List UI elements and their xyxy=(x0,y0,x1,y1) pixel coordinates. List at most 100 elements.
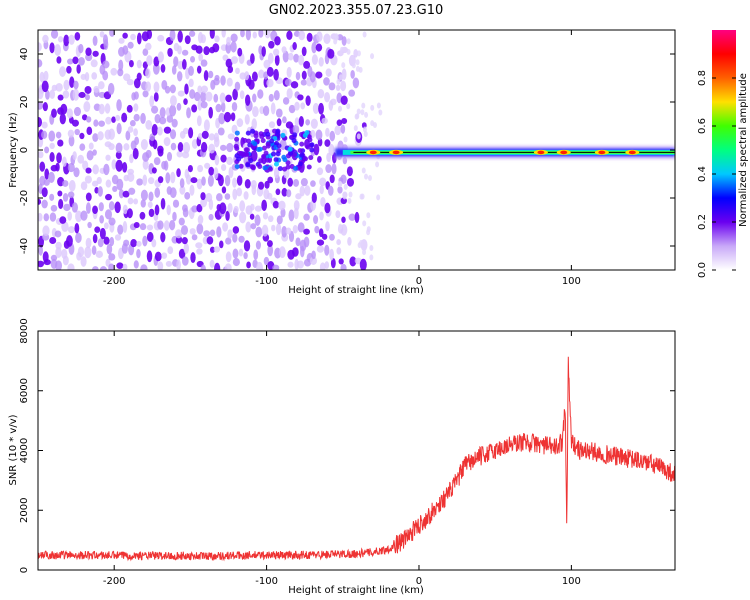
spectrogram-noise-cell xyxy=(294,101,300,111)
spectrogram-noise-cell xyxy=(191,104,198,113)
spectrogram-noise-cell xyxy=(251,71,258,82)
spectrogram-noise-cell xyxy=(232,88,238,101)
spectrogram-noise-cell xyxy=(286,189,292,198)
spectrogram-noise-cell xyxy=(67,263,75,270)
spectrogram-noise-cell xyxy=(311,192,317,204)
spectrogram-noise-cell xyxy=(112,185,118,192)
spectrogram-noise-cell xyxy=(230,33,238,43)
spectrogram-noise-cell xyxy=(236,175,243,186)
spectrogram-noise-cell xyxy=(215,103,222,113)
spectrogram-noise-cell xyxy=(92,233,98,244)
spectrogram-noise-cell xyxy=(145,81,152,92)
spectrogram-noise-cell xyxy=(71,202,78,213)
spectrogram-noise-cell xyxy=(336,247,342,255)
spectrogram-cluster-cell xyxy=(243,151,249,157)
spectrogram-noise-cell xyxy=(195,45,203,54)
spectrogram-noise-cell xyxy=(127,172,135,182)
spectrogram-cluster-cell xyxy=(292,132,298,138)
spectrogram-noise-cell xyxy=(224,175,231,187)
spectrogram-noise-cell xyxy=(363,130,368,137)
spectrogram-cluster-cell xyxy=(234,130,240,136)
spectrogram-noise-cell xyxy=(178,248,186,259)
spectrogram-cluster-cell xyxy=(262,165,268,171)
spectrogram-noise-cell xyxy=(62,192,69,202)
spectrogram-noise-cell xyxy=(292,124,300,135)
spectrogram-noise-cell xyxy=(133,103,139,112)
spectrogram-noise-cell xyxy=(250,203,255,211)
x-tick-label: -200 xyxy=(103,576,126,587)
spectrogram-noise-cell xyxy=(130,239,138,248)
spectrogram-noise-cell xyxy=(209,259,215,268)
spectrogram-noise-cell xyxy=(232,258,240,267)
spectrogram-noise-cell xyxy=(316,167,324,176)
spectrogram-noise-cell xyxy=(367,174,372,181)
spectrogram-noise-cell xyxy=(88,142,94,150)
spectrogram-noise-cell xyxy=(56,56,62,64)
spectrogram-noise-cell xyxy=(303,228,310,235)
spectrogram-noise-cell xyxy=(309,256,318,265)
y-tick-label: 8000 xyxy=(19,318,30,343)
spectrogram-noise-cell xyxy=(85,202,91,214)
x-tick-label: -100 xyxy=(255,276,278,287)
spectrogram-noise-cell xyxy=(122,32,128,39)
ridge-hotspot-core xyxy=(628,150,636,155)
spectrogram-noise-cell xyxy=(214,74,220,82)
spectrogram-noise-cell xyxy=(200,85,208,94)
spectrogram-noise-cell xyxy=(57,190,63,197)
colorbar: 0.0 0.2 0.4 0.6 0.8 Normalized spectral ampl… xyxy=(697,30,749,278)
spectrogram-noise-cell xyxy=(41,121,48,129)
spectrogram-noise-cell xyxy=(364,111,369,118)
spectrogram-noise-cell xyxy=(44,146,50,154)
spectrogram-noise-cell xyxy=(327,185,334,196)
spectrogram-noise-cell xyxy=(122,263,128,270)
spectrogram-cluster-cell xyxy=(248,158,254,164)
spectrogram-noise-cell xyxy=(319,177,327,187)
spectrogram-noise-cell xyxy=(303,236,310,248)
spectrogram-cluster-cell xyxy=(299,141,305,147)
spectrogram-noise-cell xyxy=(57,139,64,147)
spectrogram-noise-cell xyxy=(209,229,216,237)
spectrogram-noise-cell xyxy=(73,80,79,90)
spectrogram-noise-cell xyxy=(281,187,288,197)
spectrogram-noise-cell xyxy=(317,89,325,99)
spectrogram-noise-cell xyxy=(38,59,43,68)
spectrogram-noise-cell xyxy=(163,220,170,231)
spectrogram-noise-cell xyxy=(184,168,190,179)
spectrogram-cluster-cell xyxy=(244,147,250,153)
spectrogram-noise-cell xyxy=(176,71,183,82)
spectrogram-noise-cell xyxy=(321,233,328,240)
spectrogram-cluster-cell xyxy=(233,143,239,149)
spectrogram-cluster-cell xyxy=(285,160,291,166)
spectrogram-noise-cell xyxy=(240,30,245,38)
spectrogram-noise-cell xyxy=(324,244,330,256)
spectrogram-noise-cell xyxy=(225,42,232,54)
spectrogram-noise-cell xyxy=(309,71,316,83)
spectrogram-noise-cell xyxy=(189,184,195,196)
ridge-hotspot-core xyxy=(537,150,545,155)
spectrogram-noise-cell xyxy=(48,171,55,184)
spectrogram-noise-cell xyxy=(78,91,86,99)
spectrogram-noise-cell xyxy=(359,239,364,246)
spectrogram-noise-cell xyxy=(177,45,182,55)
spectrogram-noise-cell xyxy=(245,94,251,106)
spectrogram-noise-cell xyxy=(45,89,50,100)
spectrogram-noise-cell xyxy=(38,101,44,110)
spectrogram-noise-cell xyxy=(172,211,177,222)
spectrogram-noise-cell xyxy=(216,193,223,202)
spectrogram-noise-cell xyxy=(169,84,176,94)
spectrogram-noise-cell xyxy=(239,211,247,224)
spectrogram-noise-cell xyxy=(107,82,115,95)
spectrogram-noise-cell xyxy=(329,174,335,184)
spectrogram-noise-cell xyxy=(250,223,257,230)
spectrogram-noise-cell xyxy=(329,248,334,261)
spectrogram-noise-cell xyxy=(190,56,196,63)
snr-series-line xyxy=(38,356,675,562)
spectrogram-noise-cell xyxy=(298,30,306,41)
spectrogram-noise-cell xyxy=(91,72,98,80)
spectrogram-noise-cell xyxy=(268,121,276,129)
spectrogram-noise-cell xyxy=(187,164,193,173)
spectrogram-noise-cell xyxy=(42,34,49,44)
spectrogram-noise-cell xyxy=(109,236,115,247)
spectrogram-noise-cell xyxy=(319,184,324,195)
